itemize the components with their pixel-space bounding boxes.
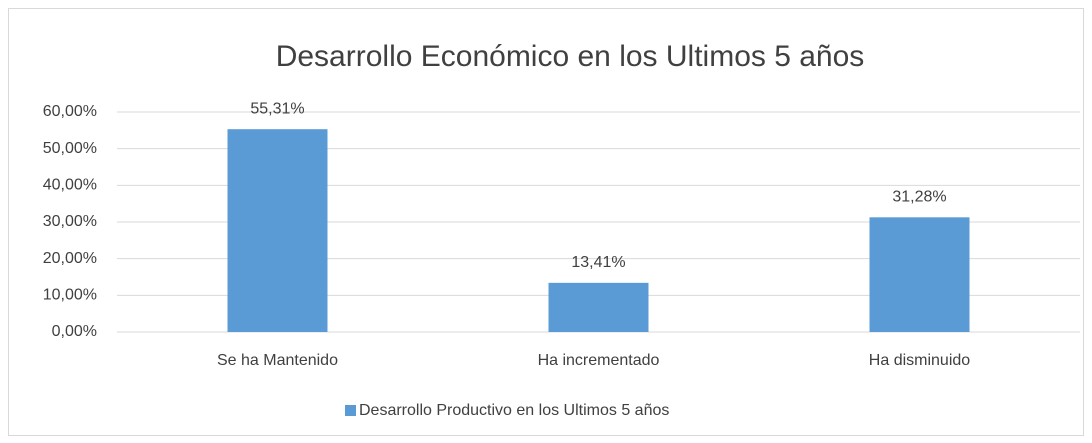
chart-title: Desarrollo Económico en los Ultimos 5 añ… [276,40,865,73]
y-tick-label: 20,00% [43,250,97,267]
legend-label: Desarrollo Productivo en los Ultimos 5 a… [359,402,669,419]
bar [869,217,970,332]
x-tick-label: Se ha Mantenido [217,352,338,369]
x-tick-label: Ha disminuido [869,352,970,369]
data-label: 55,31% [250,100,304,117]
y-tick-label: 30,00% [43,213,97,230]
y-tick-label: 40,00% [43,177,97,194]
legend-swatch [345,405,356,416]
y-tick-label: 50,00% [43,140,97,157]
y-tick-label: 0,00% [52,323,97,340]
y-tick-label: 10,00% [43,287,97,304]
y-tick-label: 60,00% [43,103,97,120]
data-label: 31,28% [892,189,946,206]
data-label: 13,41% [571,254,625,271]
x-tick-label: Ha incrementado [538,352,660,369]
bar [227,129,328,332]
bar [548,282,649,332]
